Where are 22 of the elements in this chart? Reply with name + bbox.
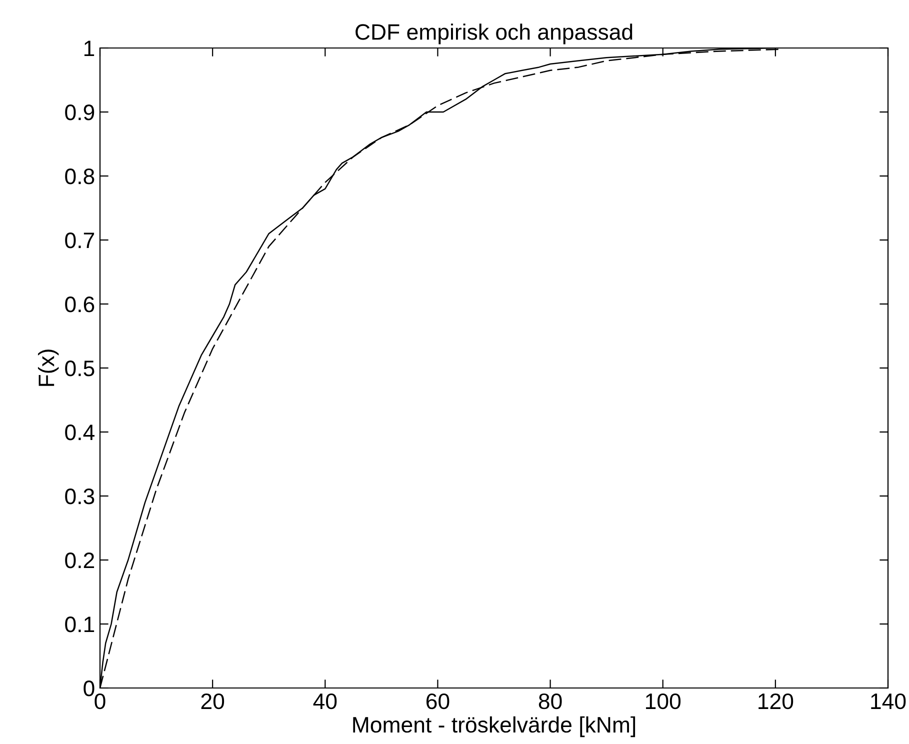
y-tick-label: 0.2: [65, 552, 94, 568]
x-tick-label: 40: [313, 693, 337, 710]
y-tick-label: 0: [84, 680, 94, 696]
x-tick-label: 60: [426, 693, 450, 710]
y-tick-label: 0.6: [65, 296, 94, 312]
y-axis-title: F(x): [38, 350, 59, 386]
y-tick-label: 0.4: [65, 424, 94, 440]
y-tick-label: 1: [84, 40, 94, 56]
x-axis-title: Moment - tröskelvärde [kNm]: [353, 716, 636, 738]
x-tick-label: 140: [871, 693, 906, 710]
y-tick-label: 0.3: [65, 488, 94, 504]
x-tick-label: 80: [538, 693, 562, 710]
y-tick-label: 0.8: [65, 168, 94, 184]
x-tick-label: 120: [758, 693, 794, 710]
chart-title: CDF empirisk och anpassad: [356, 24, 632, 44]
y-tick-label: 0.1: [65, 616, 94, 632]
x-tick-label: 100: [646, 693, 681, 710]
x-tick-label: 20: [201, 693, 224, 710]
y-tick-label: 0.7: [65, 232, 94, 248]
x-tick-label: 0: [94, 693, 106, 710]
y-tick-label: 0.5: [65, 360, 94, 376]
y-tick-label: 0.9: [65, 104, 94, 120]
